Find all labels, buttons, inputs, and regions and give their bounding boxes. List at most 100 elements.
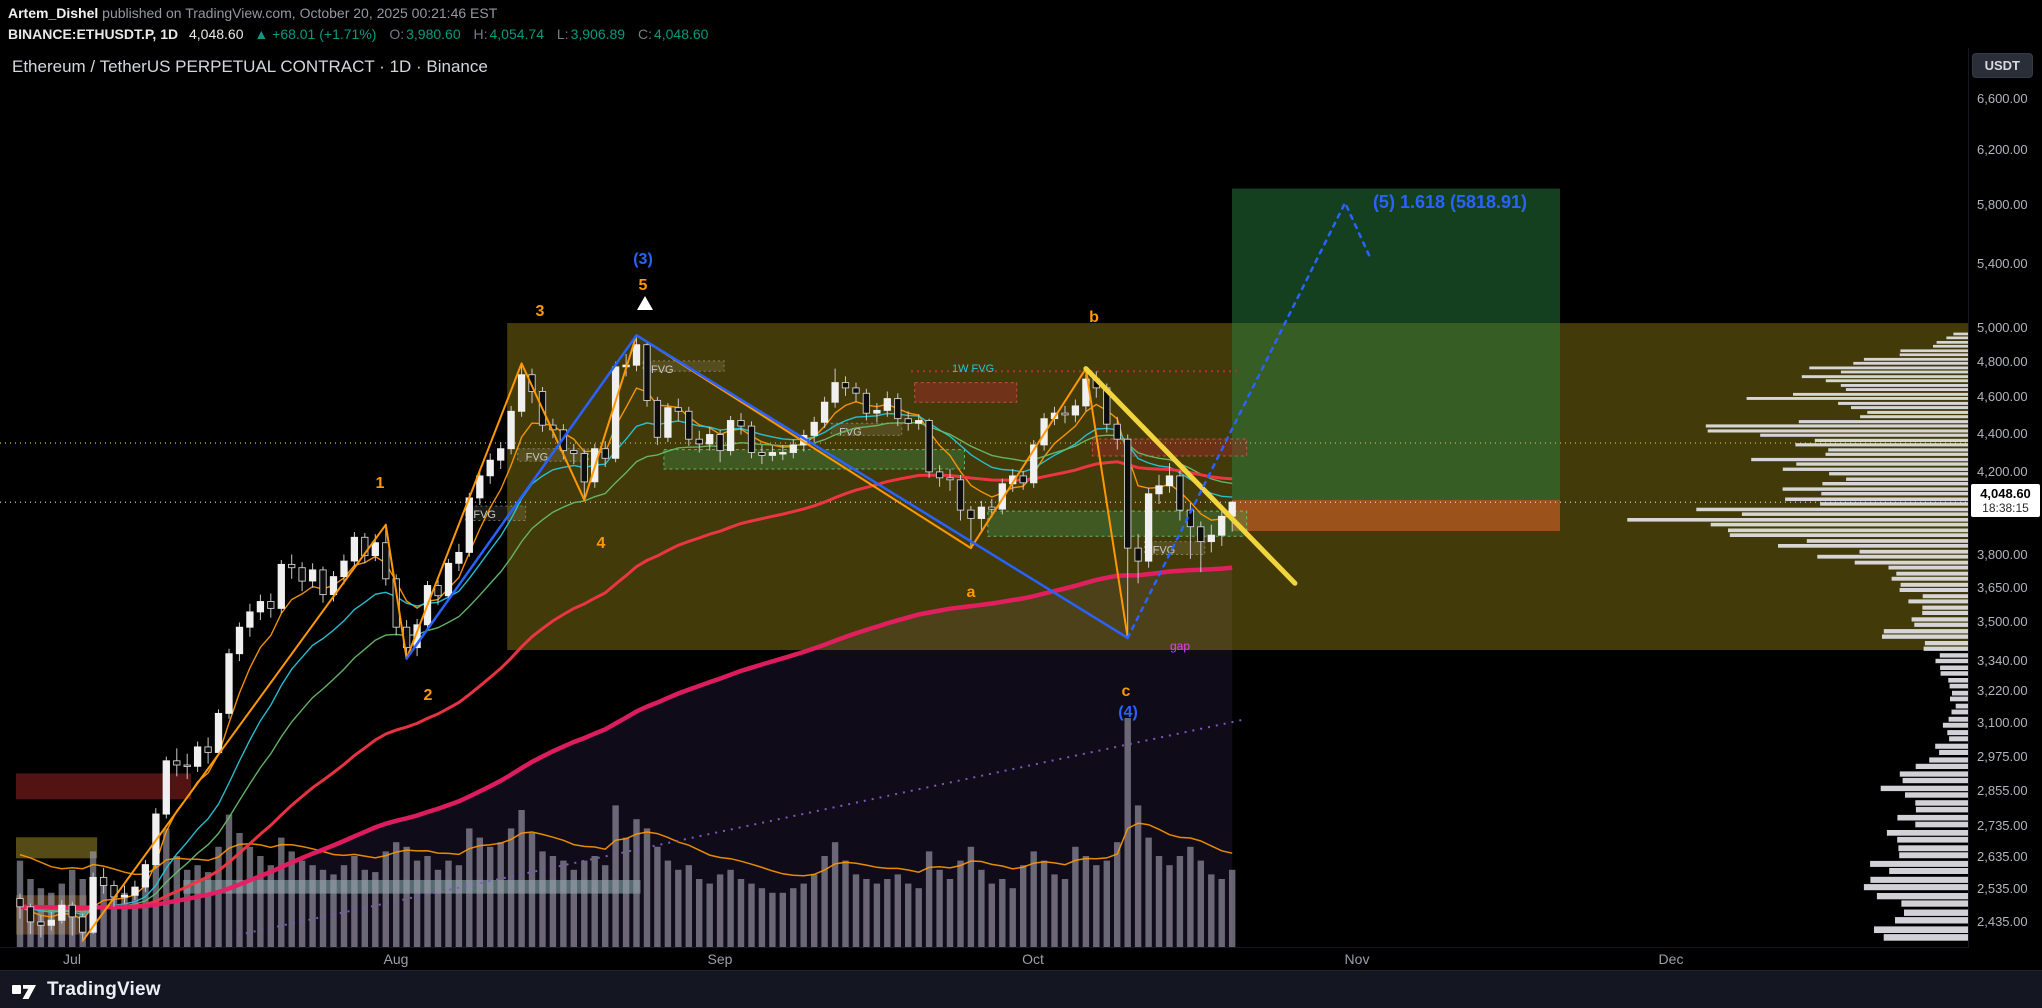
high-value: 4,054.74	[489, 26, 545, 42]
candles-layer	[16, 335, 1236, 941]
chart-text: gap	[1170, 639, 1190, 653]
tradingview-logo-icon[interactable]	[12, 980, 38, 1000]
level-lines-layer	[0, 370, 1969, 503]
fvg-label: FVG	[1153, 545, 1176, 557]
tradingview-wordmark[interactable]: TradingView	[47, 978, 161, 1000]
price-tick: 6,200.00	[1977, 142, 2028, 158]
chart-legend-title[interactable]: Ethereum / TetherUS PERPETUAL CONTRACT ·…	[12, 57, 488, 76]
price-tick: 3,650.00	[1977, 579, 2028, 595]
time-tick: Jul	[63, 951, 81, 967]
fvg-label: FVG	[839, 426, 862, 438]
target-reward-zone	[1232, 188, 1560, 500]
price-tick: 5,400.00	[1977, 256, 2028, 272]
underfill-layer	[20, 567, 1233, 948]
price-tick: 3,340.00	[1977, 653, 2028, 669]
wave-label: 5	[639, 277, 648, 294]
price-tick: 4,800.00	[1977, 353, 2028, 369]
price-tick: 2,635.00	[1977, 848, 2028, 864]
price-tick: 2,435.00	[1977, 913, 2028, 929]
footer-bar: TradingView	[0, 970, 2042, 1008]
supply-zone-sep	[914, 382, 1018, 403]
price-tick: 3,100.00	[1977, 714, 2028, 730]
time-tick: Dec	[1658, 951, 1684, 967]
fvg-label: FVG	[473, 509, 496, 521]
wave-label: (5) 1.618 (5818.91)	[1373, 192, 1527, 212]
target-risk-zone	[1232, 499, 1560, 531]
macro-yellow-zone	[507, 323, 1969, 651]
fvg-ath	[642, 360, 725, 372]
wave-label: b	[1089, 309, 1099, 326]
wave-label: 1	[376, 475, 385, 492]
price-tick: 3,220.00	[1977, 683, 2028, 699]
wave-label: 2	[424, 687, 433, 704]
publish-info-bar: Artem_Dishel published on TradingView.co…	[0, 0, 2042, 48]
currency-toggle-button[interactable]: USDT	[1971, 53, 2033, 78]
price-tick: 5,800.00	[1977, 197, 2028, 213]
wave5-projection-dotted	[1126, 201, 1373, 640]
fvg-label: FVG	[526, 452, 549, 464]
supply-zone-oct	[1091, 438, 1248, 457]
author-name[interactable]: Artem_Dishel	[8, 5, 99, 21]
wave-label: (4)	[1118, 704, 1138, 721]
last-price-tag-value: 4,048.60	[1980, 486, 2031, 501]
time-tick: Oct	[1022, 951, 1044, 967]
ema-cyan	[19, 412, 1233, 916]
supply-zone-far-left	[16, 773, 192, 800]
fvg-oct	[1144, 541, 1206, 556]
ema-green	[19, 421, 1233, 913]
volume-zone-trendline	[237, 719, 1243, 936]
price-tick: 5,000.00	[1977, 320, 2028, 335]
fvg-aug-mid	[517, 448, 589, 462]
price-axis[interactable]: 4,048.60 18:38:15 6,600.00 6,200.00 5,800.…	[1968, 48, 2042, 948]
open-label: O:	[389, 26, 405, 42]
time-tick: Sep	[707, 951, 733, 967]
high-label: H:	[473, 26, 488, 42]
wave-label: c	[1122, 683, 1131, 700]
low-value: 3,906.89	[570, 26, 626, 42]
ma-lines-layer	[19, 387, 1233, 921]
wave-label: 3	[536, 303, 545, 320]
chart-text: 1W FVG	[952, 363, 994, 375]
status-last-price: 4,048.60	[189, 26, 244, 42]
demand-zone-sep	[663, 449, 966, 470]
volume-layer	[16, 718, 1243, 948]
symbol-status-line: BINANCE:ETHUSDT.P, 1D 4,048.60 ▲ +68.01 …	[8, 25, 2042, 43]
teal-band-low	[183, 879, 641, 894]
price-tick: 6,600.00	[1977, 90, 2028, 106]
left-olive-box	[16, 837, 98, 859]
chart-canvas[interactable]: FVG FVG FVG FVG FVG 1 2 3 4 5 (3) a b c (4) (5) 1.618 (…	[0, 48, 2042, 970]
yellow-downtrend-line	[1083, 366, 1298, 586]
time-tick: Aug	[383, 951, 409, 967]
ma-red	[19, 460, 1233, 911]
price-tick: 4,400.00	[1977, 425, 2028, 441]
fvg-label: FVG	[651, 364, 674, 376]
price-tick: 3,800.00	[1977, 546, 2028, 562]
publish-line: Artem_Dishel published on TradingView.co…	[8, 5, 2042, 22]
bar-countdown: 18:38:15	[1982, 501, 2029, 515]
ma-pink	[19, 565, 1233, 911]
price-tick: 2,735.00	[1977, 818, 2028, 834]
volume-ma-line	[19, 822, 1233, 877]
price-tick: 2,535.00	[1977, 880, 2028, 896]
chart-svg: FVG FVG FVG FVG FVG 1 2 3 4 5 (3) a b c (4) (5) 1.618 (…	[0, 188, 1969, 948]
close-label: C:	[637, 26, 652, 42]
wave-label: a	[967, 584, 976, 601]
fvg-sep	[830, 422, 903, 436]
volume-profile-layer	[1627, 332, 1969, 941]
low-label: L:	[556, 26, 569, 42]
zones-layer: FVG FVG FVG FVG FVG	[16, 188, 1969, 935]
close-value: 4,048.60	[653, 26, 709, 42]
elliott-impulse-zigzag	[81, 334, 1129, 942]
ema-fast-orange	[19, 387, 1233, 921]
price-tick: 4,200.00	[1977, 463, 2028, 479]
fvg-aug-low	[464, 505, 527, 522]
time-tick: Nov	[1344, 951, 1370, 967]
last-price-tag: 4,048.60 18:38:15	[1971, 484, 2040, 517]
status-price-change: ▲ +68.01 (+1.71%)	[254, 26, 377, 42]
publish-meta: published on TradingView.com, October 20…	[98, 5, 498, 21]
drawings-layer	[81, 201, 1373, 942]
time-axis[interactable]: Jul Aug Sep Oct Nov Dec	[0, 947, 1969, 970]
higher-degree-guide	[405, 334, 1129, 660]
wave-label: (3)	[633, 251, 653, 268]
symbol-name[interactable]: BINANCE:ETHUSDT.P, 1D	[8, 26, 179, 42]
